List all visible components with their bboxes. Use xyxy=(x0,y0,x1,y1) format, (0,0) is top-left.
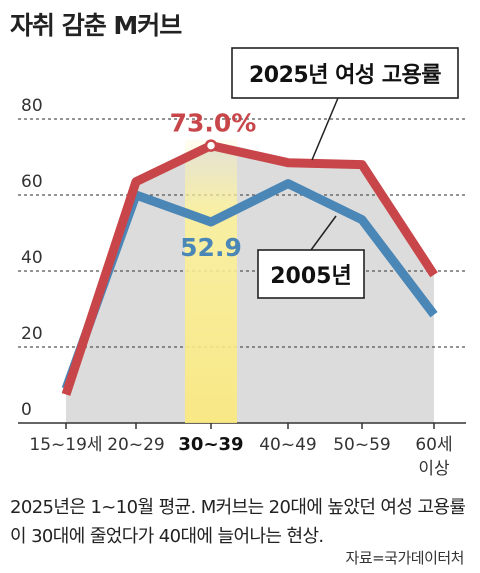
y-tick-label-80: 80 xyxy=(21,96,43,116)
y-tick-label-0: 0 xyxy=(21,400,32,420)
label-peak-2025: 73.0% xyxy=(170,109,257,138)
x-tick-label: 30~39 xyxy=(178,434,243,455)
series-line-2025 xyxy=(61,141,438,396)
y-tick-label-40: 40 xyxy=(21,248,43,268)
x-tick-label: 20~29 xyxy=(107,435,165,455)
legend-box-2005 xyxy=(257,249,365,299)
x-tick-label: 60세 이상 xyxy=(415,435,452,479)
legend-label-2025: 2025년 여성 고용률 xyxy=(249,63,441,88)
peak-marker-2025 xyxy=(204,139,218,152)
source-label: 자료=국가데이터처 xyxy=(345,549,465,567)
x-tick-label: 40~49 xyxy=(259,435,317,455)
x-tick-label: 50~59 xyxy=(333,435,391,455)
chart-title: 자취 감춘 M커브 xyxy=(10,11,182,40)
legend-leader-2025 xyxy=(311,97,339,161)
footnote: 2025년은 1~10월 평균. M커브는 20대에 높았던 여성 고용률이 3… xyxy=(10,497,466,547)
legend-box-2025 xyxy=(231,47,459,99)
legend-leader-2005 xyxy=(310,215,337,251)
x-tick-label: 15~19세 xyxy=(29,435,102,455)
legend-label-2005: 2005년 xyxy=(270,264,351,289)
y-tick-label-60: 60 xyxy=(21,172,43,192)
highlight-band-30-39 xyxy=(185,140,237,423)
line-chart: 0 20 40 60 80 15~19세 20~29 30~39 40~49 50~59 60세 이… xyxy=(18,47,466,479)
label-dip-2005: 52.9 xyxy=(180,233,242,262)
y-tick-label-20: 20 xyxy=(21,324,43,344)
